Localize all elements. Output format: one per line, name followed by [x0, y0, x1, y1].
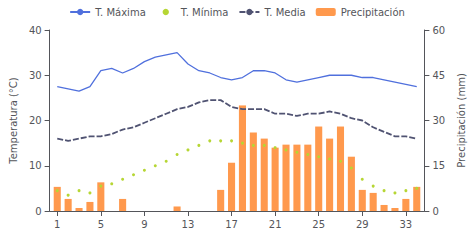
svg-text:10: 10	[29, 160, 42, 171]
svg-text:Precipitación: Precipitación	[341, 7, 405, 18]
svg-text:T. Máxima: T. Máxima	[94, 7, 146, 18]
svg-text:30: 30	[29, 70, 42, 81]
svg-text:9: 9	[141, 219, 147, 230]
svg-text:15: 15	[432, 160, 445, 171]
svg-text:1: 1	[54, 219, 60, 230]
svg-text:29: 29	[356, 219, 369, 230]
svg-text:T. Mínima: T. Mínima	[180, 7, 229, 18]
svg-text:0: 0	[35, 206, 41, 217]
svg-text:40: 40	[29, 25, 42, 36]
svg-text:21: 21	[269, 219, 282, 230]
svg-text:20: 20	[29, 115, 42, 126]
svg-text:17: 17	[225, 219, 238, 230]
svg-text:60: 60	[432, 25, 445, 36]
svg-text:33: 33	[399, 219, 412, 230]
svg-text:Temperatura (°C): Temperatura (°C)	[8, 77, 19, 165]
svg-text:5: 5	[98, 219, 104, 230]
svg-text:45: 45	[432, 70, 445, 81]
svg-text:30: 30	[432, 115, 445, 126]
svg-text:13: 13	[182, 219, 195, 230]
svg-text:T. Media: T. Media	[263, 7, 305, 18]
svg-text:25: 25	[312, 219, 325, 230]
svg-text:Precipitación (mm): Precipitación (mm)	[456, 73, 467, 168]
svg-text:0: 0	[432, 206, 438, 217]
